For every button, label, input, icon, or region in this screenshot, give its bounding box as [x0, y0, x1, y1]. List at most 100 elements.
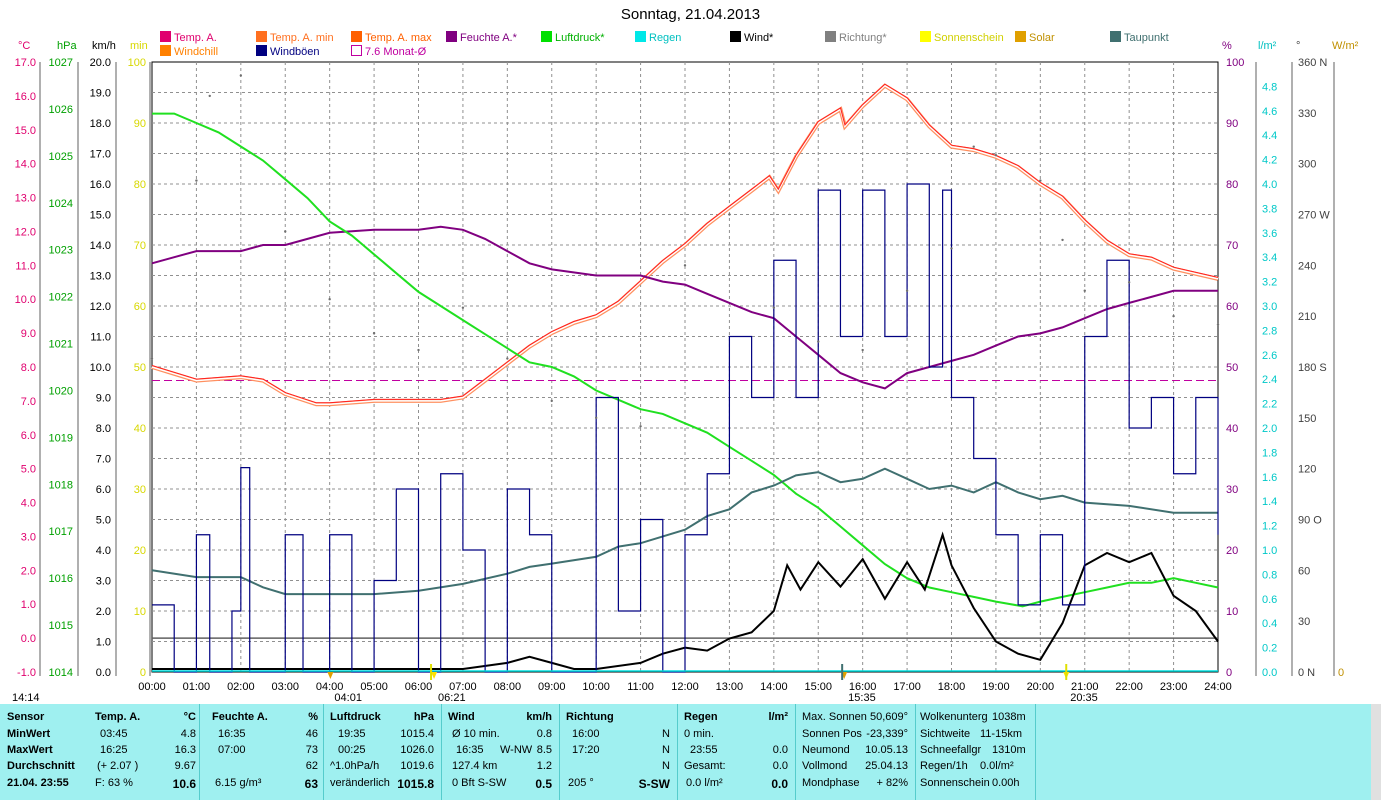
luftdruck-avg-value: 1019.6 — [400, 760, 434, 772]
row-label-current: 21.04. 23:55 — [7, 777, 69, 789]
series-taupunkt — [151, 467, 1218, 596]
kmh-axis-tick: 11.0 — [90, 332, 111, 344]
legend-swatch — [825, 31, 836, 42]
deg-axis-tick: 240 — [1298, 260, 1316, 272]
series-richtung-point — [239, 74, 243, 77]
series-richtung-point — [972, 145, 975, 148]
legend-item-temp-a-min: Temp. A. min — [256, 31, 334, 44]
kmh-axis-tick: 12.0 — [90, 301, 111, 313]
sunrise-marker — [431, 672, 438, 679]
series-richtung-point — [372, 331, 376, 335]
legend-swatch — [351, 45, 362, 56]
legend-label: Sonnenschein — [934, 32, 1004, 44]
rain-axis-tick: 0.6 — [1262, 594, 1277, 606]
rain-axis-tick: 1.8 — [1262, 447, 1277, 459]
x-tick: 13:00 — [716, 681, 744, 693]
min-axis-tick: 90 — [134, 118, 146, 130]
wind-avg-label: Ø 10 min. — [452, 728, 500, 740]
legend-swatch — [920, 31, 931, 42]
wind-column: Wind km/h Ø 10 min. 0.8 16:35 W-NW 8.5 1… — [442, 704, 560, 800]
series-richtung-point — [817, 340, 820, 343]
kmh-axis-tick: 7.0 — [96, 454, 111, 466]
pct-axis-tick: 60 — [1226, 301, 1238, 313]
x-tick: 23:00 — [1160, 681, 1188, 693]
legend-item-solar: Solar — [1015, 31, 1055, 44]
rain-axis-tick: 2.4 — [1262, 374, 1277, 386]
kmh-axis-tick: 13.0 — [90, 271, 111, 283]
weather-chart: 17.0 16.0 15.0 14.0 13.0 12.0 11.0 10.0 9.0 8.0 7.… — [12, 40, 1359, 704]
hpa-axis-tick: 1015 — [49, 620, 73, 632]
pct-axis-tick: 10 — [1226, 606, 1238, 618]
x-tick: 19:00 — [982, 681, 1010, 693]
sonne-label-2: Sonnen Pos — [802, 728, 862, 740]
temp-header: Temp. A. — [95, 711, 141, 723]
sonne-label-1: Max. Sonnen — [802, 711, 867, 723]
rain-axis-tick: 3.4 — [1262, 252, 1277, 264]
current-time-label: 14:14 — [12, 692, 40, 704]
deg-axis-tick: 210 — [1298, 311, 1316, 323]
vertical-scrollbar[interactable] — [1371, 704, 1381, 800]
legend-swatch — [351, 31, 362, 42]
x-tick: 16:00 — [849, 681, 877, 693]
legend-swatch — [541, 31, 552, 42]
regen-total-value: 0.0 — [772, 760, 788, 772]
wolken-value-3: 1310m — [992, 744, 1026, 756]
richtung-degrees: 205 ° — [568, 777, 594, 789]
legend-item-luftdruck-: Luftdruck* — [541, 31, 605, 44]
rain-axis-tick: 4.4 — [1262, 130, 1277, 142]
sonne-label-3: Neumond — [802, 744, 850, 756]
rain-axis-tick: 1.6 — [1262, 472, 1277, 484]
series-richtung-point — [550, 399, 553, 403]
min-axis-tick: 20 — [134, 545, 146, 557]
hpa-axis-tick: 1026 — [49, 104, 73, 116]
x-tick: 17:00 — [893, 681, 921, 693]
tmax-label: 15:35 — [848, 692, 876, 704]
kmh-axis-tick: 15.0 — [90, 210, 111, 222]
wind-header: Wind — [448, 711, 475, 723]
regen-total-label: Gesamt: — [684, 760, 726, 772]
temp-axis-tick: 16.0 — [15, 91, 36, 103]
kmh-axis-tick: 9.0 — [96, 393, 111, 405]
kmh-axis-tick: 6.0 — [96, 484, 111, 496]
rain-axis-tick: 4.6 — [1262, 106, 1277, 118]
series-richtung-point — [1083, 289, 1086, 292]
x-tick: 06:00 — [405, 681, 433, 693]
wolken-label-5: Sonnenschein — [920, 777, 990, 789]
temp-axis-tick: 4.0 — [21, 498, 36, 510]
deg-axis-tick: 300 — [1298, 159, 1316, 171]
wind-current-value: 0.5 — [535, 777, 552, 791]
legend-item-7-6-monat-: 7.6 Monat-Ø — [351, 45, 426, 58]
pct-axis-tick: 40 — [1226, 423, 1238, 435]
regen-unit: l/m² — [768, 711, 788, 723]
x-tick: 15:00 — [804, 681, 832, 693]
temp-axis-tick: 2.0 — [21, 565, 36, 577]
deg-axis-tick: 270 W — [1298, 210, 1330, 222]
rain-axis-tick: 0.4 — [1262, 618, 1277, 630]
min-axis-tick: 50 — [134, 362, 146, 374]
series-richtung-point — [417, 348, 420, 352]
x-tick: 03:00 — [271, 681, 299, 693]
temp-axis-tick: -1.0 — [17, 667, 36, 679]
wolken-label-2: Sichtweite — [920, 728, 971, 740]
series-feuchte-a- — [151, 225, 1218, 390]
x-tick: 05:00 — [360, 681, 388, 693]
rain-axis-tick: 2.2 — [1262, 399, 1277, 411]
legend-label: Feuchte A.* — [460, 32, 517, 44]
x-tick: 20:00 — [1027, 681, 1055, 693]
legend-swatch — [1015, 31, 1026, 42]
deg-axis-tick: 150 — [1298, 413, 1316, 425]
series-richtung-point — [1039, 179, 1042, 182]
hpa-axis-tick: 1027 — [49, 57, 73, 69]
temp-min-time: 03:45 — [100, 728, 128, 740]
wolken-label-1: Wolkenunterg — [920, 711, 988, 723]
legend-item-temp-a-max: Temp. A. max — [351, 31, 432, 44]
sonne-value-1: 50,609° — [869, 711, 908, 723]
x-tick: 12:00 — [671, 681, 699, 693]
deg-axis-tick: 0 N — [1298, 667, 1315, 679]
temp-axis-tick: 0.0 — [21, 633, 36, 645]
series-richtung-point — [639, 425, 642, 428]
deg-axis-tick: 60 — [1298, 565, 1310, 577]
kmh-axis-tick: 3.0 — [96, 576, 111, 588]
x-tick: 04:00 — [316, 681, 344, 693]
legend-item-temp-a-: Temp. A. — [160, 31, 217, 44]
